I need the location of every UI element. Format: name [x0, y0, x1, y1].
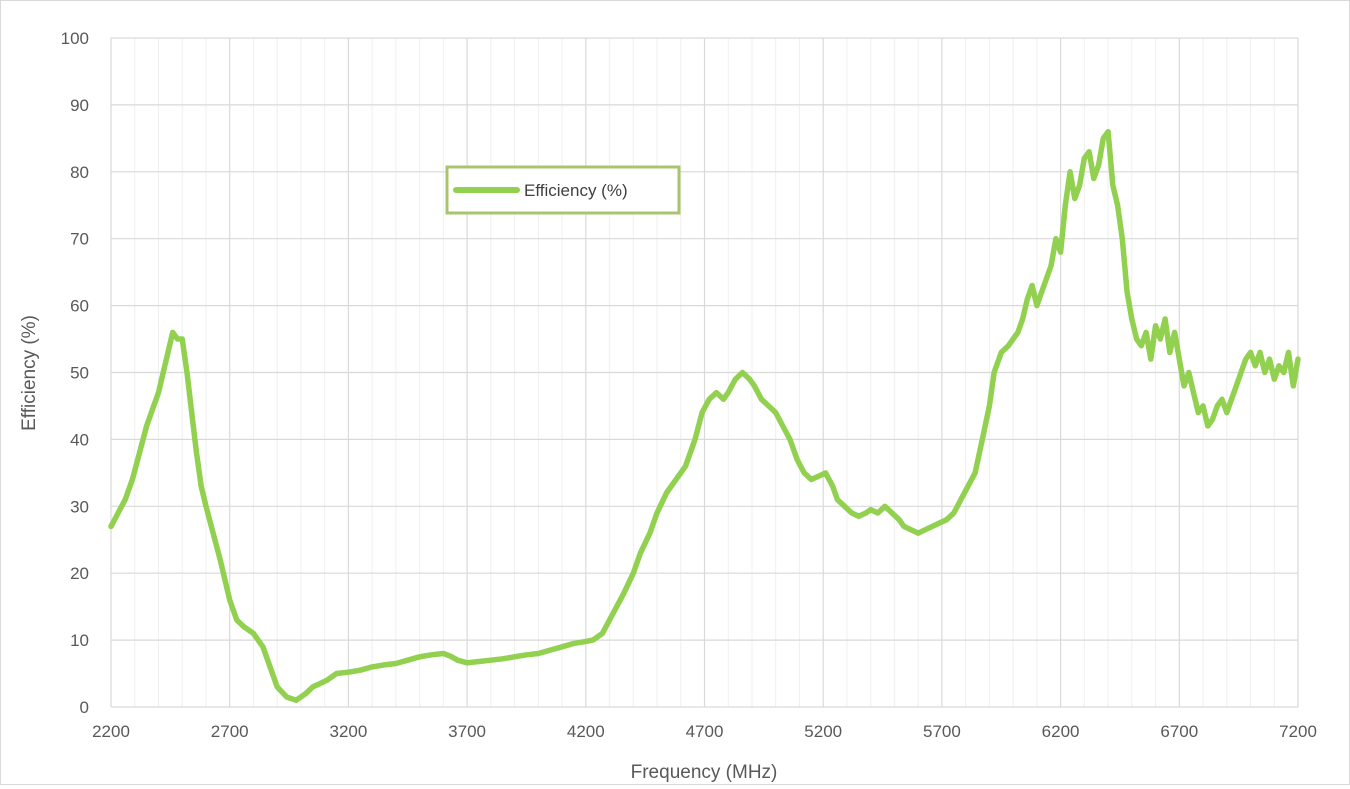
- x-tick-label: 6700: [1160, 722, 1198, 741]
- y-tick-label: 0: [80, 698, 89, 717]
- y-tick-label: 40: [70, 430, 89, 449]
- x-tick-label: 2200: [92, 722, 130, 741]
- x-tick-label: 5700: [923, 722, 961, 741]
- x-tick-label: 4200: [567, 722, 605, 741]
- x-tick-label: 4700: [686, 722, 724, 741]
- y-tick-label: 80: [70, 163, 89, 182]
- series-line-efficiency: [108, 128, 1301, 704]
- legend-label: Efficiency (%): [524, 181, 628, 200]
- y-tick-label: 50: [70, 364, 89, 383]
- axes: 2200 2700 3200 3700 4200 4700 5200 5700 6200 6700…: [61, 29, 1317, 741]
- y-tick-label: 10: [70, 631, 89, 650]
- x-tick-label: 5200: [804, 722, 842, 741]
- x-tick-label: 2700: [211, 722, 249, 741]
- y-tick-label: 90: [70, 96, 89, 115]
- x-tick-label: 3700: [448, 722, 486, 741]
- x-axis-title: Frequency (MHz): [631, 762, 778, 783]
- x-tick-label: 6200: [1042, 722, 1080, 741]
- series-layer: [108, 128, 1301, 704]
- x-tick-label: 3200: [329, 722, 367, 741]
- y-tick-label: 70: [70, 230, 89, 249]
- y-tick-label: 100: [61, 29, 89, 48]
- y-tick-label: 30: [70, 497, 89, 516]
- gridlines: [110, 37, 1299, 708]
- y-axis-title: Efficiency (%): [19, 315, 40, 431]
- y-tick-label: 20: [70, 564, 89, 583]
- x-tick-label: 7200: [1279, 722, 1317, 741]
- legend: Efficiency (%): [445, 165, 681, 215]
- y-tick-label: 60: [70, 297, 89, 316]
